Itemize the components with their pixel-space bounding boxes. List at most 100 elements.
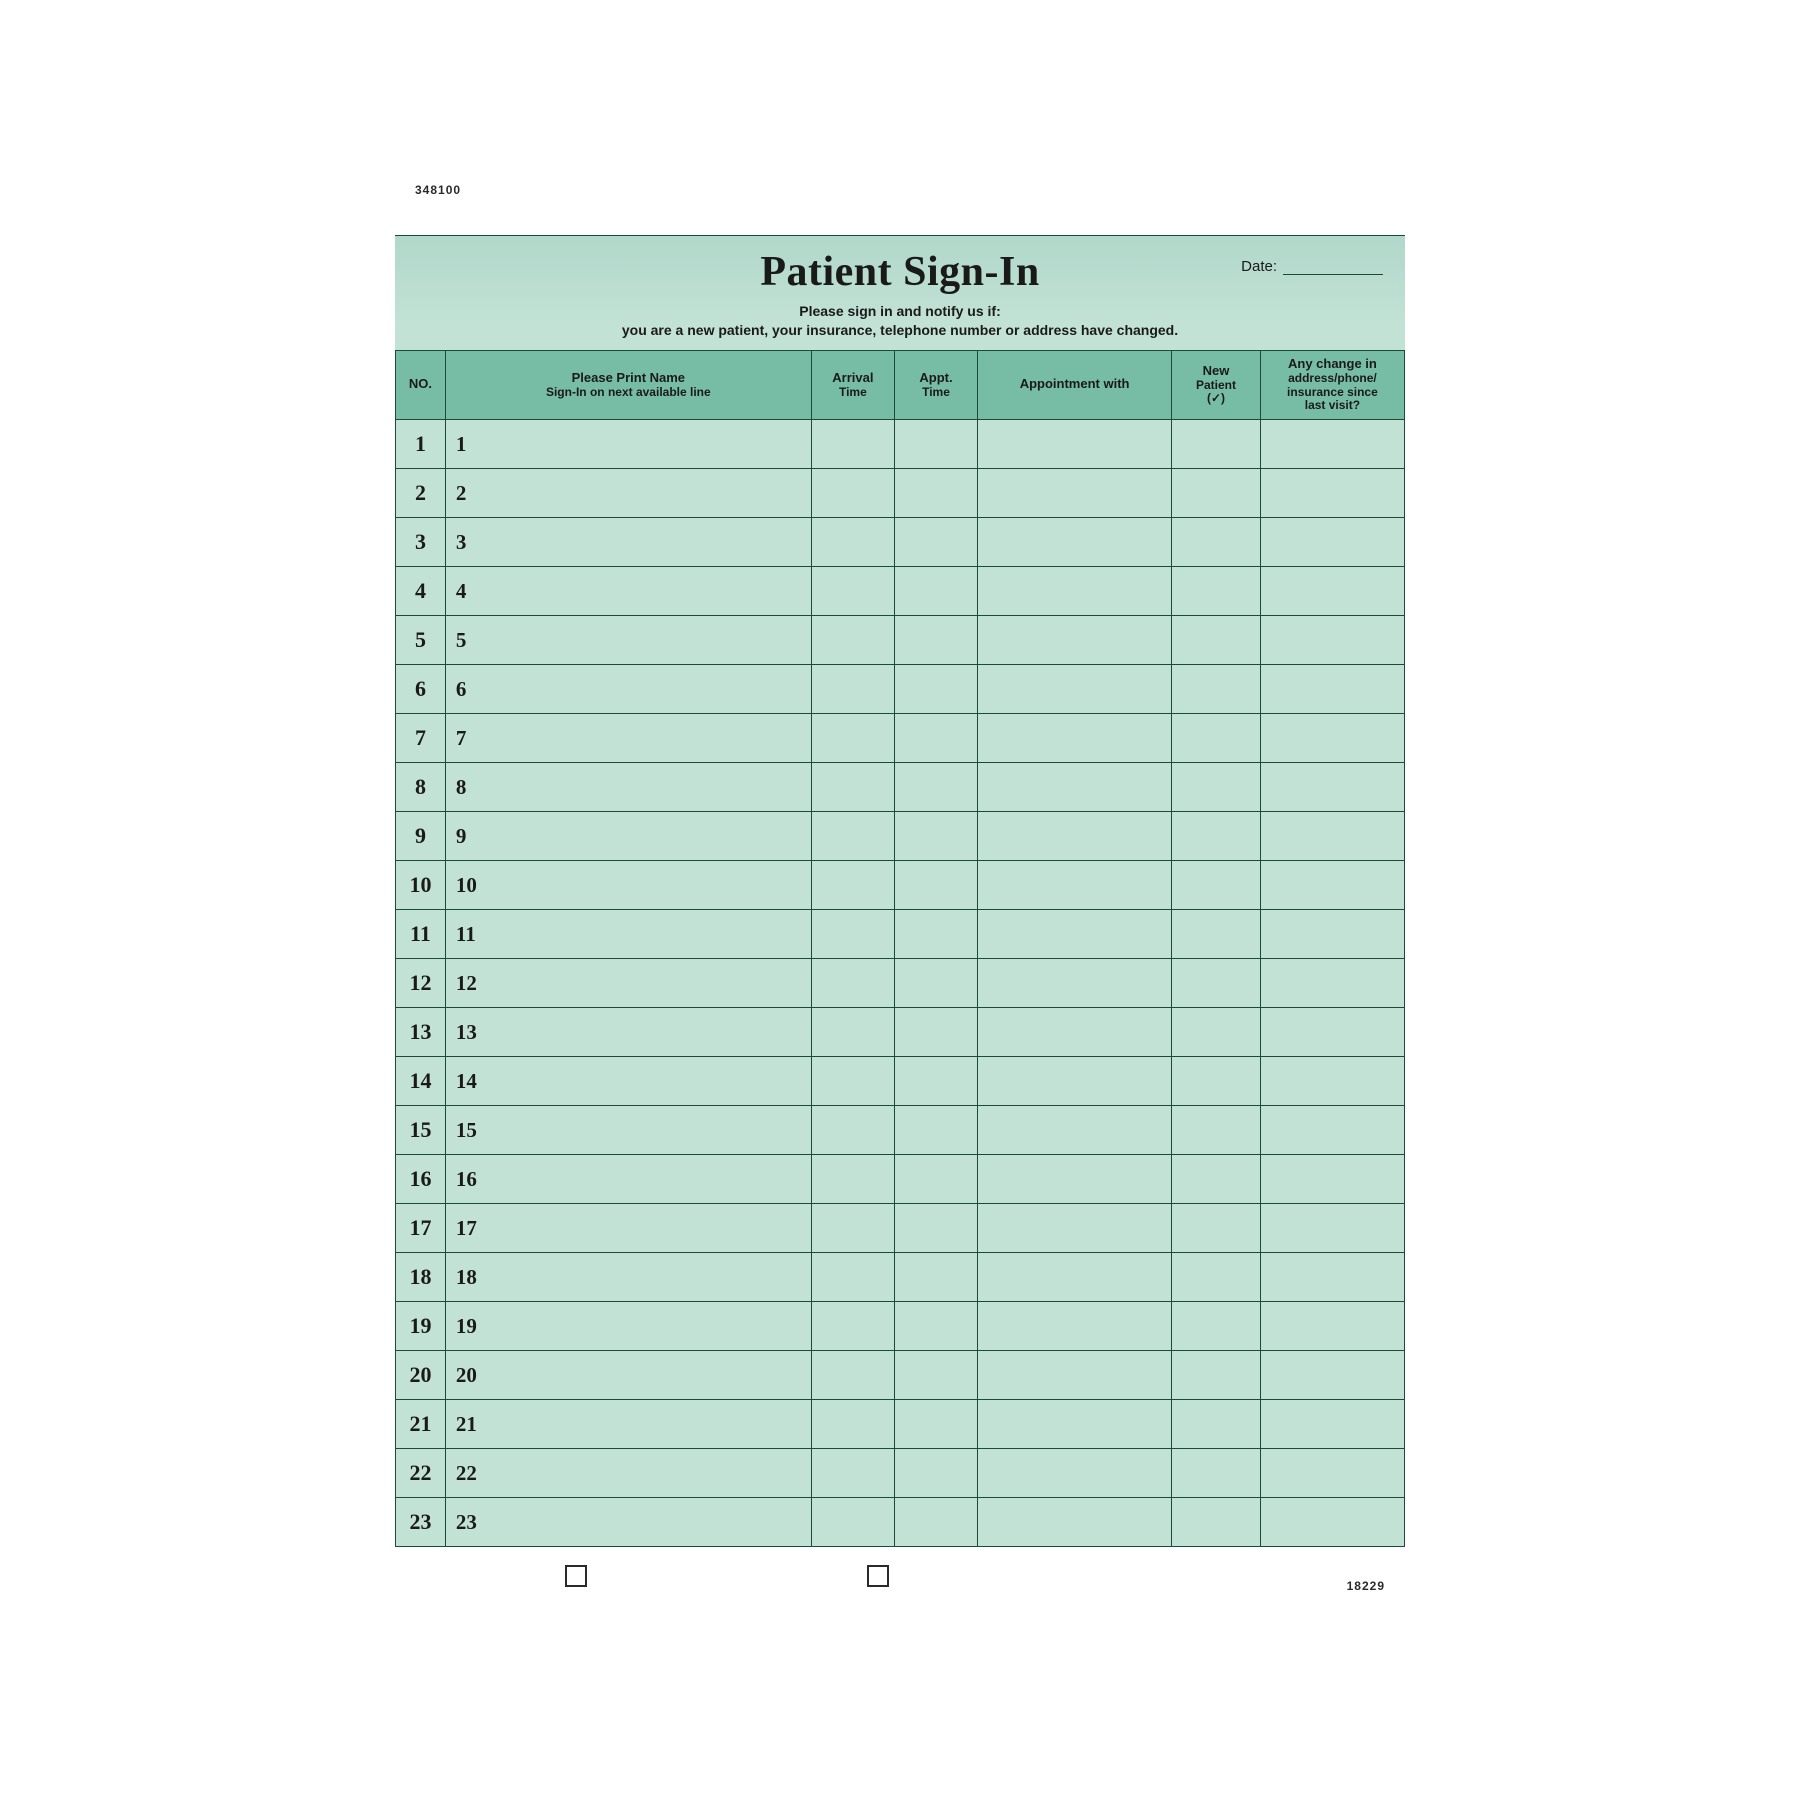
row-arrival-cell[interactable] — [811, 1057, 894, 1106]
row-new-cell[interactable] — [1172, 1155, 1261, 1204]
row-new-cell[interactable] — [1172, 861, 1261, 910]
row-name-cell[interactable]: 14 — [445, 1057, 811, 1106]
row-name-cell[interactable]: 18 — [445, 1253, 811, 1302]
row-new-cell[interactable] — [1172, 714, 1261, 763]
row-appt-cell[interactable] — [894, 469, 977, 518]
row-new-cell[interactable] — [1172, 469, 1261, 518]
row-new-cell[interactable] — [1172, 1204, 1261, 1253]
row-name-cell[interactable]: 10 — [445, 861, 811, 910]
row-change-cell[interactable] — [1260, 1106, 1404, 1155]
row-arrival-cell[interactable] — [811, 518, 894, 567]
row-new-cell[interactable] — [1172, 665, 1261, 714]
row-appt-cell[interactable] — [894, 1057, 977, 1106]
row-name-cell[interactable]: 8 — [445, 763, 811, 812]
date-line[interactable] — [1283, 261, 1383, 275]
row-change-cell[interactable] — [1260, 1351, 1404, 1400]
row-name-cell[interactable]: 6 — [445, 665, 811, 714]
row-name-cell[interactable]: 15 — [445, 1106, 811, 1155]
row-appt-cell[interactable] — [894, 567, 977, 616]
row-change-cell[interactable] — [1260, 959, 1404, 1008]
row-name-cell[interactable]: 7 — [445, 714, 811, 763]
row-with-cell[interactable] — [978, 469, 1172, 518]
row-arrival-cell[interactable] — [811, 469, 894, 518]
row-new-cell[interactable] — [1172, 1008, 1261, 1057]
row-name-cell[interactable]: 21 — [445, 1400, 811, 1449]
row-new-cell[interactable] — [1172, 959, 1261, 1008]
row-arrival-cell[interactable] — [811, 1106, 894, 1155]
row-appt-cell[interactable] — [894, 1204, 977, 1253]
row-arrival-cell[interactable] — [811, 714, 894, 763]
row-change-cell[interactable] — [1260, 1057, 1404, 1106]
row-name-cell[interactable]: 11 — [445, 910, 811, 959]
row-name-cell[interactable]: 17 — [445, 1204, 811, 1253]
row-with-cell[interactable] — [978, 567, 1172, 616]
row-appt-cell[interactable] — [894, 1008, 977, 1057]
row-new-cell[interactable] — [1172, 1057, 1261, 1106]
row-with-cell[interactable] — [978, 518, 1172, 567]
row-change-cell[interactable] — [1260, 1498, 1404, 1547]
row-change-cell[interactable] — [1260, 1449, 1404, 1498]
row-arrival-cell[interactable] — [811, 616, 894, 665]
row-arrival-cell[interactable] — [811, 1253, 894, 1302]
row-with-cell[interactable] — [978, 1302, 1172, 1351]
row-name-cell[interactable]: 22 — [445, 1449, 811, 1498]
row-change-cell[interactable] — [1260, 1253, 1404, 1302]
row-name-cell[interactable]: 2 — [445, 469, 811, 518]
row-change-cell[interactable] — [1260, 420, 1404, 469]
row-with-cell[interactable] — [978, 1155, 1172, 1204]
row-arrival-cell[interactable] — [811, 959, 894, 1008]
row-change-cell[interactable] — [1260, 763, 1404, 812]
row-appt-cell[interactable] — [894, 714, 977, 763]
row-arrival-cell[interactable] — [811, 910, 894, 959]
row-name-cell[interactable]: 3 — [445, 518, 811, 567]
row-appt-cell[interactable] — [894, 1106, 977, 1155]
row-new-cell[interactable] — [1172, 567, 1261, 616]
row-new-cell[interactable] — [1172, 1449, 1261, 1498]
row-arrival-cell[interactable] — [811, 1155, 894, 1204]
row-appt-cell[interactable] — [894, 959, 977, 1008]
row-change-cell[interactable] — [1260, 665, 1404, 714]
row-change-cell[interactable] — [1260, 469, 1404, 518]
row-with-cell[interactable] — [978, 1106, 1172, 1155]
row-with-cell[interactable] — [978, 616, 1172, 665]
row-arrival-cell[interactable] — [811, 665, 894, 714]
row-appt-cell[interactable] — [894, 1302, 977, 1351]
row-arrival-cell[interactable] — [811, 1351, 894, 1400]
row-change-cell[interactable] — [1260, 1400, 1404, 1449]
row-appt-cell[interactable] — [894, 1400, 977, 1449]
row-new-cell[interactable] — [1172, 1253, 1261, 1302]
row-appt-cell[interactable] — [894, 763, 977, 812]
row-change-cell[interactable] — [1260, 714, 1404, 763]
row-with-cell[interactable] — [978, 959, 1172, 1008]
row-name-cell[interactable]: 4 — [445, 567, 811, 616]
row-arrival-cell[interactable] — [811, 1302, 894, 1351]
row-name-cell[interactable]: 13 — [445, 1008, 811, 1057]
row-with-cell[interactable] — [978, 910, 1172, 959]
row-new-cell[interactable] — [1172, 518, 1261, 567]
row-appt-cell[interactable] — [894, 1253, 977, 1302]
row-arrival-cell[interactable] — [811, 1400, 894, 1449]
row-name-cell[interactable]: 12 — [445, 959, 811, 1008]
row-appt-cell[interactable] — [894, 910, 977, 959]
row-name-cell[interactable]: 19 — [445, 1302, 811, 1351]
row-new-cell[interactable] — [1172, 910, 1261, 959]
row-arrival-cell[interactable] — [811, 1008, 894, 1057]
row-name-cell[interactable]: 16 — [445, 1155, 811, 1204]
row-change-cell[interactable] — [1260, 812, 1404, 861]
row-change-cell[interactable] — [1260, 518, 1404, 567]
row-arrival-cell[interactable] — [811, 1449, 894, 1498]
row-with-cell[interactable] — [978, 714, 1172, 763]
row-appt-cell[interactable] — [894, 1351, 977, 1400]
date-field[interactable]: Date: — [1241, 258, 1383, 275]
row-new-cell[interactable] — [1172, 812, 1261, 861]
row-change-cell[interactable] — [1260, 1155, 1404, 1204]
row-arrival-cell[interactable] — [811, 420, 894, 469]
row-name-cell[interactable]: 20 — [445, 1351, 811, 1400]
row-arrival-cell[interactable] — [811, 1498, 894, 1547]
row-with-cell[interactable] — [978, 1351, 1172, 1400]
row-appt-cell[interactable] — [894, 1155, 977, 1204]
row-new-cell[interactable] — [1172, 1351, 1261, 1400]
row-with-cell[interactable] — [978, 1008, 1172, 1057]
row-appt-cell[interactable] — [894, 861, 977, 910]
row-appt-cell[interactable] — [894, 518, 977, 567]
